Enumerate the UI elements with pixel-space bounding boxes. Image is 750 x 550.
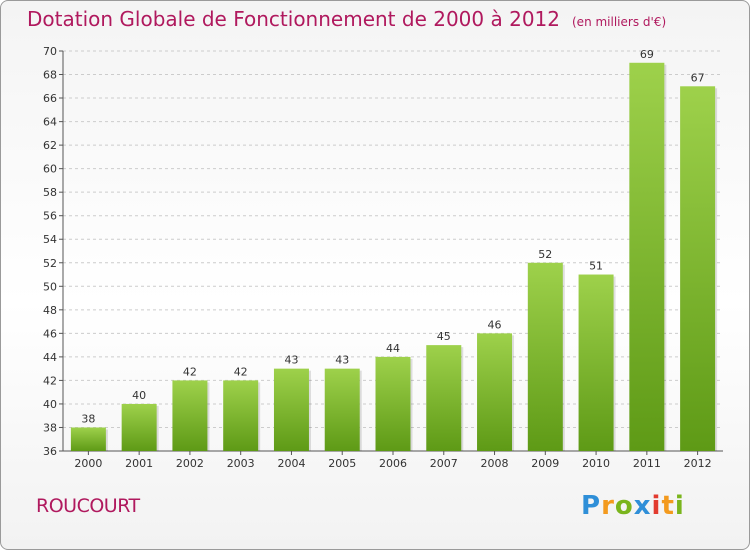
logo-letter: i bbox=[674, 491, 685, 521]
y-tick-label: 42 bbox=[43, 374, 57, 387]
y-tick-label: 64 bbox=[43, 116, 57, 129]
y-tick-label: 38 bbox=[43, 421, 57, 434]
bar bbox=[629, 62, 665, 451]
x-tick-label: 2011 bbox=[633, 457, 661, 470]
bar-value-label: 52 bbox=[538, 248, 552, 261]
y-tick-label: 36 bbox=[43, 445, 57, 458]
unit-label: (en milliers d'€) bbox=[572, 15, 667, 29]
proxiti-logo: Proxiti bbox=[581, 491, 685, 521]
bar-value-label: 38 bbox=[81, 412, 95, 425]
bar bbox=[121, 403, 157, 451]
bar-value-label: 45 bbox=[437, 330, 451, 343]
y-tick-label: 66 bbox=[43, 92, 57, 105]
x-tick-label: 2000 bbox=[74, 457, 102, 470]
y-tick-label: 54 bbox=[43, 233, 57, 246]
bar-value-label: 69 bbox=[640, 48, 654, 61]
bar bbox=[172, 380, 208, 451]
bar bbox=[680, 86, 716, 451]
commune-name: ROUCOURT bbox=[36, 495, 140, 517]
bar-value-label: 43 bbox=[284, 354, 298, 367]
x-tick-label: 2008 bbox=[481, 457, 509, 470]
x-tick-label: 2005 bbox=[328, 457, 356, 470]
bar bbox=[223, 380, 259, 451]
logo-letter: i bbox=[651, 491, 662, 521]
y-tick-label: 50 bbox=[43, 280, 57, 293]
bar bbox=[70, 427, 106, 451]
logo-letter: o bbox=[614, 491, 634, 521]
x-tick-label: 2004 bbox=[277, 457, 305, 470]
bar bbox=[273, 368, 309, 451]
x-tick-label: 2012 bbox=[684, 457, 712, 470]
y-tick-label: 58 bbox=[43, 186, 57, 199]
x-tick-label: 2006 bbox=[379, 457, 407, 470]
y-tick-label: 48 bbox=[43, 304, 57, 317]
bar bbox=[527, 262, 563, 451]
x-tick-label: 2002 bbox=[176, 457, 204, 470]
bar-value-label: 40 bbox=[132, 389, 146, 402]
bar-value-label: 51 bbox=[589, 260, 603, 273]
bar bbox=[375, 356, 411, 451]
logo-letter: t bbox=[661, 491, 675, 521]
y-tick-label: 60 bbox=[43, 163, 57, 176]
bar bbox=[578, 274, 614, 451]
y-tick-label: 68 bbox=[43, 69, 57, 82]
bar-value-label: 44 bbox=[386, 342, 400, 355]
y-tick-label: 52 bbox=[43, 257, 57, 270]
y-tick-label: 70 bbox=[43, 45, 57, 58]
logo-letter: r bbox=[601, 491, 615, 521]
x-tick-label: 2001 bbox=[125, 457, 153, 470]
y-tick-label: 46 bbox=[43, 327, 57, 340]
title-row: Dotation Globale de Fonctionnement de 20… bbox=[27, 7, 666, 31]
y-tick-label: 44 bbox=[43, 351, 57, 364]
bar bbox=[477, 333, 513, 451]
y-tick-label: 62 bbox=[43, 139, 57, 152]
logo-letter: x bbox=[633, 491, 652, 521]
y-tick-label: 40 bbox=[43, 398, 57, 411]
x-tick-label: 2009 bbox=[531, 457, 559, 470]
bar-value-label: 42 bbox=[234, 365, 248, 378]
x-tick-label: 2003 bbox=[227, 457, 255, 470]
bar-value-label: 43 bbox=[335, 354, 349, 367]
bar bbox=[426, 345, 462, 451]
x-tick-label: 2007 bbox=[430, 457, 458, 470]
chart-title: Dotation Globale de Fonctionnement de 20… bbox=[27, 7, 560, 31]
y-tick-label: 56 bbox=[43, 210, 57, 223]
bar bbox=[324, 368, 360, 451]
bar-value-label: 46 bbox=[488, 318, 502, 331]
logo-letter: P bbox=[581, 491, 602, 521]
bar-value-label: 42 bbox=[183, 365, 197, 378]
bar-value-label: 67 bbox=[691, 71, 705, 84]
x-tick-label: 2010 bbox=[582, 457, 610, 470]
